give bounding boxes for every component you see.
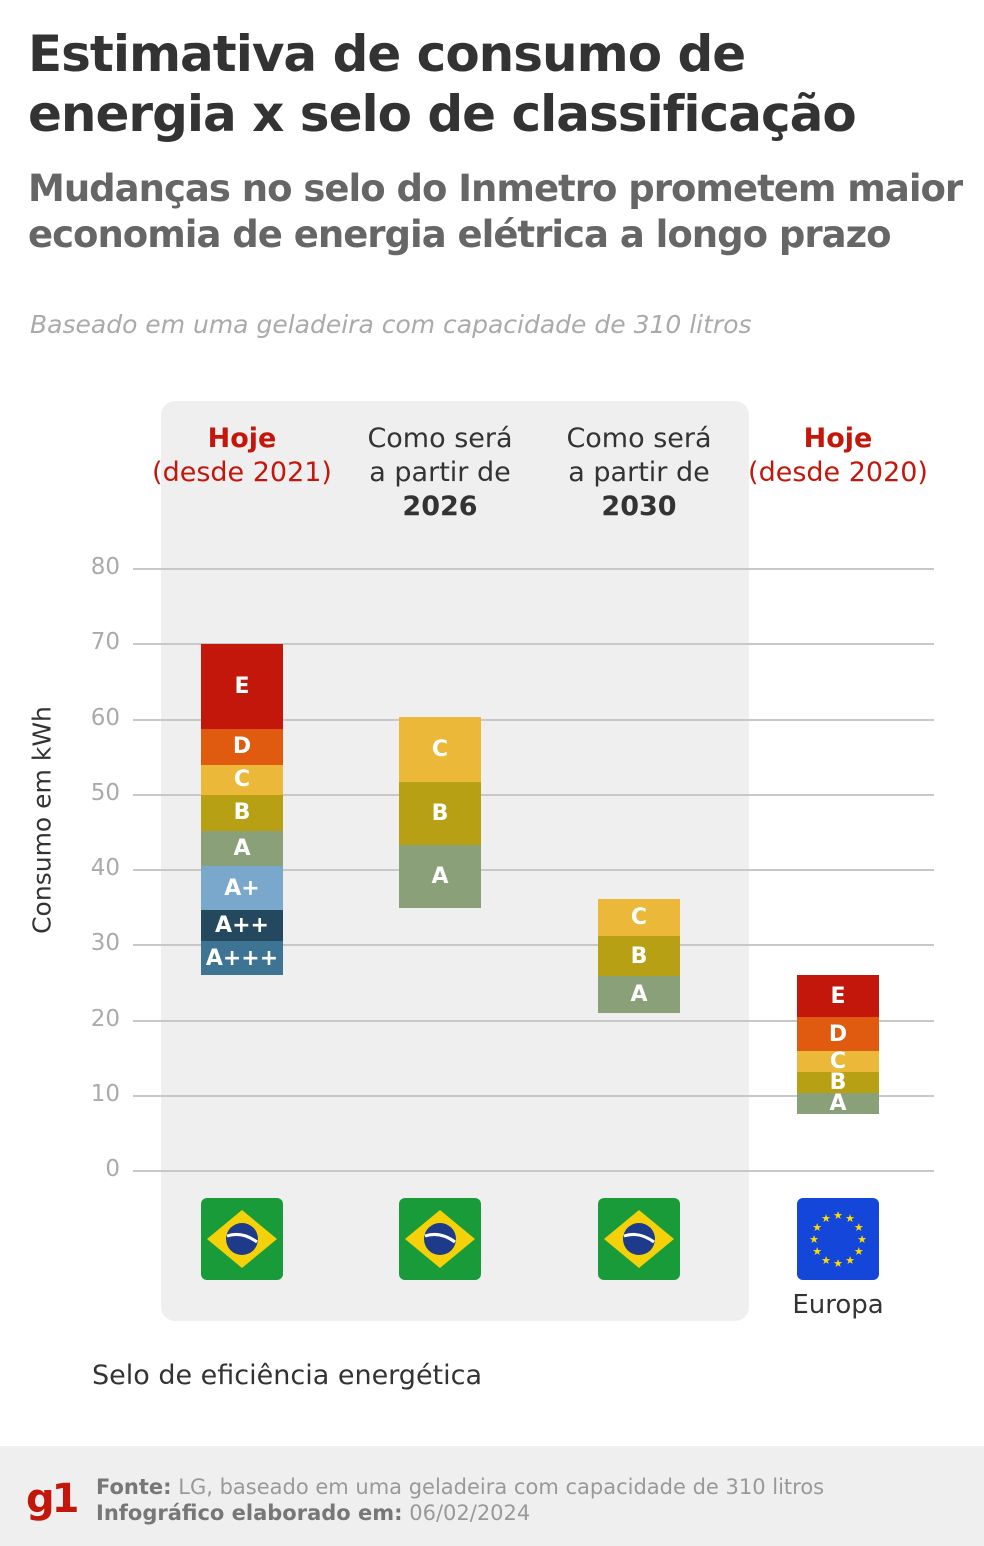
g1-logo: g1 <box>26 1476 79 1522</box>
svg-text:★: ★ <box>812 1221 822 1234</box>
gridline <box>133 1170 934 1172</box>
y-tick-label: 80 <box>90 554 120 580</box>
svg-text:★: ★ <box>845 1212 855 1225</box>
column-header: Como será a partir de 2026 <box>350 422 530 524</box>
bar-segment-b: B <box>399 781 481 846</box>
segment-label: C <box>431 737 449 763</box>
bar-segment-a: A <box>797 1091 879 1117</box>
column-header-text: (desde 2021) <box>152 457 332 488</box>
page-title: Estimativa de consumo de energia x selo … <box>28 25 857 143</box>
y-tick-label: 20 <box>90 1005 120 1032</box>
segment-label: D <box>232 734 252 760</box>
column-header-bold: Hoje <box>207 423 277 454</box>
brazil-flag-icon <box>598 1198 680 1280</box>
europa-label: Europa <box>792 1290 884 1320</box>
gridline <box>133 568 934 570</box>
y-tick-label: 60 <box>90 704 120 731</box>
bar-segment-aplusplus: A++ <box>201 909 283 942</box>
page-subtitle: Mudanças no selo do Inmetro prometem mai… <box>28 167 963 256</box>
svg-text:★: ★ <box>809 1233 819 1246</box>
bar-segment-b: B <box>598 936 680 977</box>
segment-label: A <box>630 982 648 1008</box>
gridline <box>133 944 934 947</box>
bar-segment-c: C <box>201 764 283 795</box>
date-text: 06/02/2024 <box>409 1501 531 1525</box>
svg-text:★: ★ <box>812 1245 822 1258</box>
gridline <box>133 718 934 721</box>
source-label: Fonte: <box>96 1475 172 1499</box>
bar-segment-b: B <box>201 794 283 831</box>
column-header: Hoje (desde 2021) <box>152 422 332 490</box>
y-tick-label: 30 <box>90 930 120 957</box>
segment-label: A++ <box>215 913 269 939</box>
svg-text:★: ★ <box>845 1254 855 1267</box>
column-header-bold: Hoje <box>803 423 873 454</box>
chart-note: Baseado em uma geladeira com capacidade … <box>30 310 752 339</box>
brazil-flag-icon <box>201 1198 283 1280</box>
segment-label: C <box>233 767 251 793</box>
svg-text:★: ★ <box>854 1221 864 1234</box>
segment-label: A <box>233 836 251 862</box>
column-header-text: (desde 2020) <box>748 457 928 488</box>
segment-label: D <box>828 1021 848 1047</box>
svg-text:★: ★ <box>854 1245 864 1258</box>
segment-label: B <box>630 943 648 969</box>
column-header-text: Como será a partir de <box>566 423 712 488</box>
bar-segment-b: B <box>797 1070 879 1096</box>
y-tick-label: 40 <box>90 855 120 881</box>
y-tick-label: 0 <box>105 1156 120 1182</box>
svg-text:★: ★ <box>821 1212 831 1225</box>
svg-text:★: ★ <box>857 1233 867 1246</box>
bar-segment-c: C <box>797 1049 879 1074</box>
gridline <box>133 1094 934 1097</box>
gridline <box>133 643 934 646</box>
source-text: LG, baseado em uma geladeira com capacid… <box>178 1475 825 1499</box>
footer: g1 Fonte: LG, baseado em uma geladeira c… <box>0 1446 984 1546</box>
y-tick-label: 70 <box>90 629 120 656</box>
bar-segment-a: A <box>201 830 283 867</box>
eu-flag-icon: ★ ★ ★ ★ ★ ★ ★ ★ ★ ★ ★ ★ <box>797 1198 879 1280</box>
bar-segment-aplus: A+ <box>201 866 283 910</box>
column-header-bold: 2026 <box>402 491 478 522</box>
bar-segment-d: D <box>797 1017 879 1051</box>
y-axis-label: Consumo em kWh <box>27 706 57 934</box>
svg-text:★: ★ <box>821 1254 831 1267</box>
bar-segment-c: C <box>399 717 481 782</box>
segment-label: C <box>630 905 648 931</box>
bar-segment-d: D <box>201 728 283 765</box>
segment-label: A <box>431 863 449 889</box>
segment-label: E <box>830 983 846 1009</box>
column-header-text: Como será a partir de <box>367 423 513 488</box>
bar-segment-e: E <box>201 644 283 729</box>
column-header: Como será a partir de 2030 <box>549 422 729 524</box>
y-tick-label: 10 <box>90 1080 120 1107</box>
segment-label: B <box>431 801 449 827</box>
segment-label: E <box>234 673 250 699</box>
svg-text:★: ★ <box>833 1257 843 1270</box>
segment-label: B <box>829 1070 847 1096</box>
bar-segment-c: C <box>598 899 680 937</box>
segment-label: A+ <box>224 875 260 901</box>
bar-segment-aplusplusplus: A+++ <box>201 941 283 976</box>
bar-segment-a: A <box>598 976 680 1013</box>
brazil-flag-icon <box>399 1198 481 1280</box>
column-header: Hoje (desde 2020) <box>748 422 928 490</box>
segment-label: B <box>233 800 251 826</box>
y-tick-label: 50 <box>90 779 120 806</box>
bar-segment-a: A <box>399 845 481 908</box>
bar-segment-e: E <box>797 975 879 1018</box>
segment-label: A+++ <box>205 945 279 971</box>
gridline <box>133 793 934 796</box>
footer-text: Fonte: LG, baseado em uma geladeira com … <box>96 1474 824 1526</box>
gridline <box>133 1019 934 1022</box>
segment-label: A <box>829 1091 847 1117</box>
date-label: Infográfico elaborado em: <box>96 1501 403 1525</box>
x-axis-label: Selo de eficiência energética <box>92 1360 483 1391</box>
column-header-bold: 2030 <box>601 491 677 522</box>
gridline <box>133 869 934 871</box>
svg-text:★: ★ <box>833 1209 843 1222</box>
segment-label: C <box>829 1049 847 1074</box>
